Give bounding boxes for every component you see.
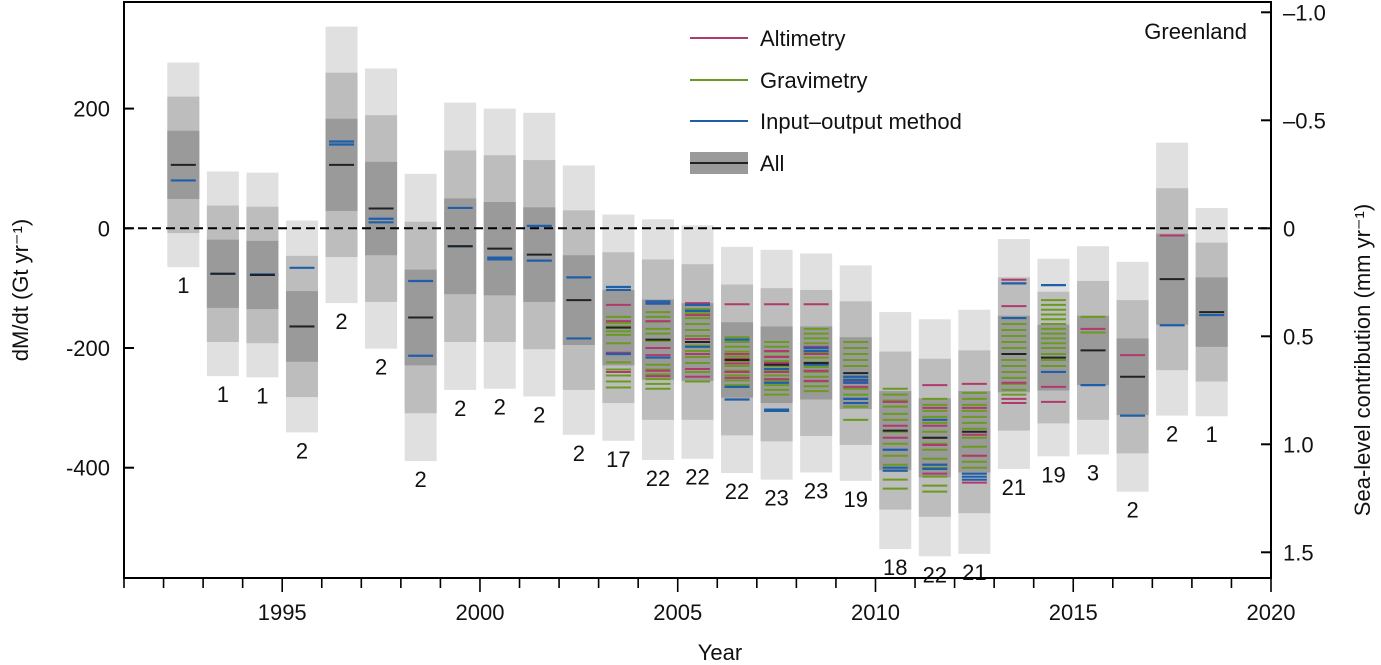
y2-tick-label: 0.5 bbox=[1283, 324, 1314, 349]
y2-tick-label: –0.5 bbox=[1283, 108, 1326, 133]
legend: Altimetry Gravimetry Input–output method Al… bbox=[690, 26, 962, 176]
count-label: 21 bbox=[962, 560, 986, 585]
legend-label: Altimetry bbox=[760, 26, 846, 51]
y-tick-label: 200 bbox=[73, 97, 110, 122]
count-label: 21 bbox=[1002, 475, 1026, 500]
y-tick-label: -400 bbox=[66, 456, 110, 481]
legend-item-gravimetry: Gravimetry bbox=[690, 68, 868, 93]
y2-tick-label: –1.0 bbox=[1283, 0, 1326, 25]
count-label: 1 bbox=[1206, 422, 1218, 447]
legend-item-input-output-method: Input–output method bbox=[690, 109, 962, 134]
y-tick-label: 0 bbox=[98, 216, 110, 241]
y2-tick-label: 1.5 bbox=[1283, 540, 1314, 565]
count-label: 3 bbox=[1087, 461, 1099, 486]
legend-item-all: All bbox=[690, 151, 784, 176]
count-label: 2 bbox=[533, 402, 545, 427]
x-axis-title: Year bbox=[698, 640, 742, 665]
measurement-marks-layer bbox=[170, 140, 1225, 493]
legend-label: All bbox=[760, 151, 784, 176]
y2-tick-label: 1.0 bbox=[1283, 432, 1314, 457]
legend-label: Gravimetry bbox=[760, 68, 868, 93]
count-label: 22 bbox=[646, 466, 670, 491]
count-label: 17 bbox=[606, 447, 630, 472]
y-axis-title: dM/dt (Gt yr⁻¹) bbox=[8, 219, 33, 361]
count-label: 2 bbox=[1166, 422, 1178, 447]
count-label: 22 bbox=[685, 465, 709, 490]
y-tick-label: -200 bbox=[66, 336, 110, 361]
count-label: 2 bbox=[494, 395, 506, 420]
count-label: 2 bbox=[1126, 498, 1138, 523]
count-label: 2 bbox=[454, 396, 466, 421]
count-label: 23 bbox=[804, 478, 828, 503]
x-tick-label: 2010 bbox=[851, 600, 900, 625]
count-label: 2 bbox=[296, 438, 308, 463]
count-label: 18 bbox=[883, 555, 907, 580]
x-tick-label: 2000 bbox=[455, 600, 504, 625]
count-label: 2 bbox=[375, 355, 387, 380]
count-label: 1 bbox=[177, 273, 189, 298]
x-tick-label: 1995 bbox=[258, 600, 307, 625]
plot-frame bbox=[123, 1, 1272, 579]
count-label: 22 bbox=[725, 479, 749, 504]
legend-label: Input–output method bbox=[760, 109, 962, 134]
count-label: 1 bbox=[217, 382, 229, 407]
count-label: 2 bbox=[415, 467, 427, 492]
x-tick-label: 2005 bbox=[653, 600, 702, 625]
count-label: 22 bbox=[923, 562, 947, 587]
x-tick-label: 2020 bbox=[1247, 600, 1296, 625]
count-label: 1 bbox=[256, 383, 268, 408]
x-tick-label: 2015 bbox=[1049, 600, 1098, 625]
count-label: 2 bbox=[335, 309, 347, 334]
legend-item-altimetry: Altimetry bbox=[690, 26, 846, 51]
region-label: Greenland bbox=[1144, 19, 1247, 44]
count-label: 2 bbox=[573, 441, 585, 466]
count-label: 19 bbox=[1041, 462, 1065, 487]
count-label: 23 bbox=[764, 486, 788, 511]
count-label: 19 bbox=[843, 487, 867, 512]
y2-tick-label: 0 bbox=[1283, 216, 1295, 241]
y2-axis-title: Sea-level contribution (mm yr⁻¹) bbox=[1350, 204, 1375, 516]
